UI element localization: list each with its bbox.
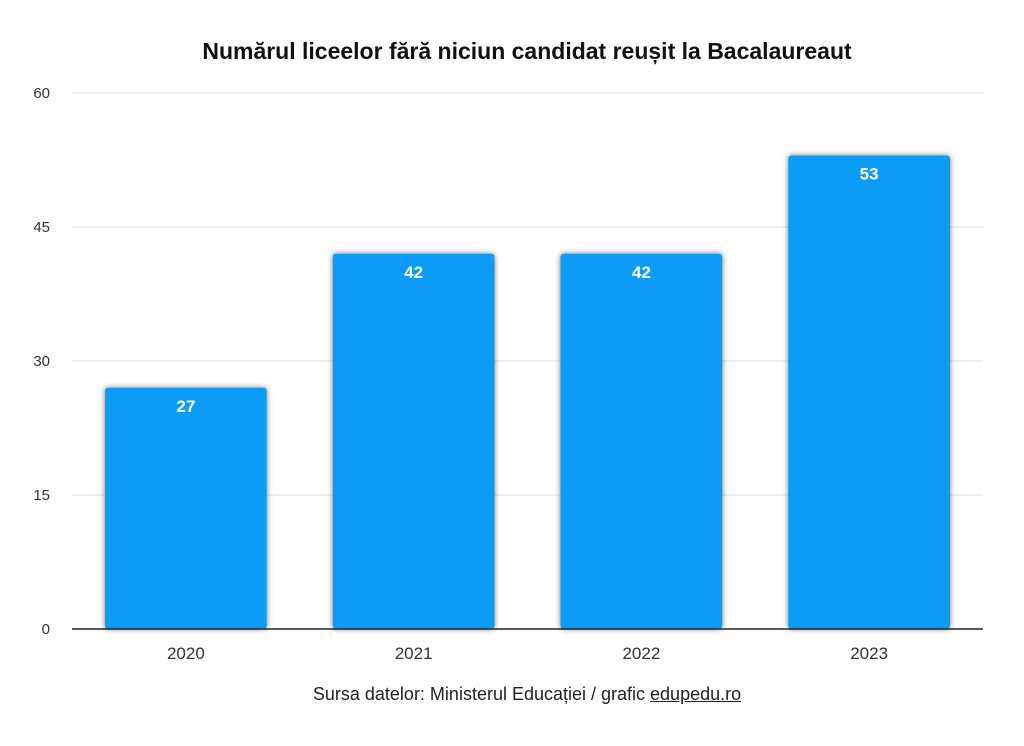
- y-tick-label: 60: [33, 85, 50, 102]
- bars: [105, 155, 950, 630]
- source-text: Sursa datelor: Ministerul Educației / gr…: [312, 684, 651, 704]
- chart-title: Numărul liceelor fără niciun candidat re…: [202, 38, 852, 64]
- source-attribution: Sursa datelor: Ministerul Educației / gr…: [0, 684, 1024, 705]
- data-label: 42: [404, 263, 423, 282]
- data-label: 53: [860, 165, 879, 184]
- y-axis-ticks: 0 15 30 45 60: [33, 85, 50, 638]
- bar: [788, 155, 950, 630]
- data-label: 27: [176, 397, 195, 416]
- x-tick-label: 2022: [622, 644, 660, 663]
- y-tick-label: 15: [33, 487, 50, 504]
- y-tick-label: 45: [33, 219, 50, 236]
- data-labels: 27 42 42 53: [176, 165, 878, 416]
- x-tick-label: 2023: [850, 644, 888, 663]
- source-link[interactable]: edupedu.ro: [650, 684, 742, 704]
- data-label: 42: [632, 263, 651, 282]
- x-tick-label: 2021: [395, 644, 433, 663]
- bar: [560, 253, 723, 630]
- x-axis-ticks: 2020 2021 2022 2023: [167, 644, 888, 663]
- bar: [105, 387, 267, 629]
- bar: [332, 253, 495, 630]
- y-tick-label: 30: [33, 353, 50, 370]
- y-tick-label: 0: [42, 621, 50, 638]
- x-tick-label: 2020: [167, 644, 205, 663]
